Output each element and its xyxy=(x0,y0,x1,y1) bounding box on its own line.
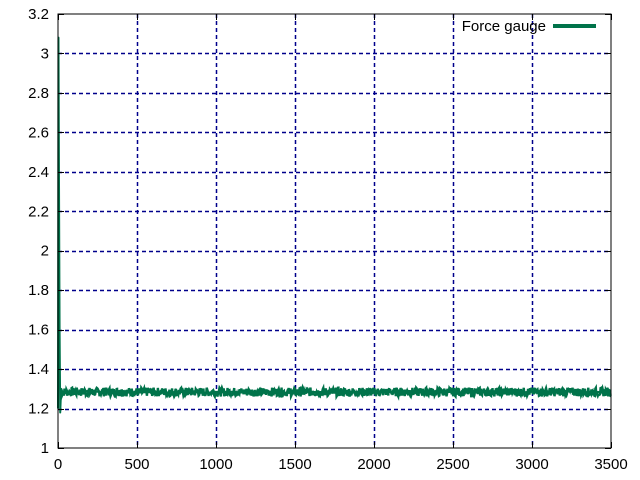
series-noise xyxy=(60,383,612,401)
y-tick-label: 1.4 xyxy=(28,361,49,378)
x-tick-label: 1000 xyxy=(199,456,232,473)
x-tick-label: 1500 xyxy=(278,456,311,473)
y-tick-label: 1.2 xyxy=(28,401,49,418)
y-tick-label: 2.6 xyxy=(28,124,49,141)
x-tick-labels: 0 500 1000 1500 2000 2500 3000 3500 xyxy=(54,456,628,473)
series-layer xyxy=(57,36,612,414)
y-tick-label: 1.8 xyxy=(28,282,49,299)
plot-frame xyxy=(57,13,612,449)
x-tick-label: 3000 xyxy=(515,456,548,473)
y-tick-label: 3 xyxy=(41,45,49,62)
legend-label: Force gauge xyxy=(462,18,546,35)
y-tick-label: 2.2 xyxy=(28,203,49,220)
x-tick-label: 2000 xyxy=(357,456,390,473)
tick-marks xyxy=(58,14,612,449)
x-tick-label: 500 xyxy=(124,456,149,473)
grid-lines xyxy=(58,14,611,448)
y-tick-label: 1.6 xyxy=(28,322,49,339)
y-tick-label: 3.2 xyxy=(28,6,49,23)
x-tick-label: 3500 xyxy=(594,456,627,473)
y-tick-label: 2.4 xyxy=(28,164,49,181)
legend: Force gauge xyxy=(462,18,596,35)
y-tick-label: 1 xyxy=(41,440,49,457)
y-tick-labels: 1 1.2 1.4 1.6 1.8 2 2.2 2.4 2.6 2.8 3 3.2 xyxy=(28,6,49,457)
x-tick-label: 2500 xyxy=(436,456,469,473)
y-tick-label: 2 xyxy=(41,243,49,260)
y-tick-label: 2.8 xyxy=(28,85,49,102)
x-tick-label: 0 xyxy=(54,456,62,473)
